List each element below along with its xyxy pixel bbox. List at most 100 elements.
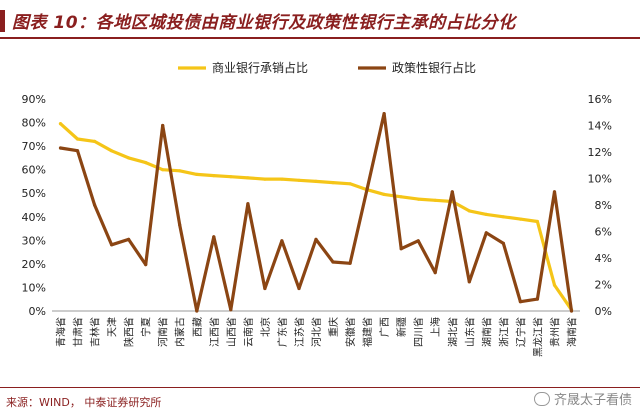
category-label: 江西省 [208, 317, 221, 347]
commercial-bank-point [127, 156, 131, 160]
policy-bank-point [212, 235, 216, 239]
legend-label-commercial: 商业银行承销占比 [212, 60, 308, 75]
commercial-bank-point [382, 192, 386, 196]
policy-bank-point [501, 241, 505, 245]
category-label: 湖南省 [480, 317, 493, 347]
left-axis-tick-label: 80% [22, 117, 46, 130]
commercial-bank-point [161, 168, 165, 172]
policy-bank-point [93, 203, 97, 207]
category-label: 黑龙江省 [531, 317, 544, 357]
category-label: 西藏 [192, 317, 204, 337]
category-label: 云南省 [242, 317, 255, 347]
legend-label-policy: 政策性银行占比 [392, 60, 476, 75]
category-label: 河北省 [310, 317, 323, 347]
commercial-bank-point [144, 161, 148, 165]
policy-bank-point [195, 309, 199, 313]
series-layer [58, 111, 574, 313]
category-label: 广西 [379, 317, 391, 337]
policy-bank-point [161, 123, 165, 128]
commercial-bank-point [348, 182, 352, 186]
left-axis-tick-label: 40% [22, 211, 46, 224]
commercial-bank-point [195, 172, 199, 176]
policy-bank-point [314, 237, 318, 241]
right-axis-tick-label: 12% [588, 146, 612, 159]
category-label: 上海 [429, 317, 442, 337]
category-label: 辽宁省 [514, 317, 527, 347]
policy-bank-point [331, 260, 335, 264]
dual-axis-line-chart: 商业银行承销占比 政策性银行占比 0% 10% 20% 30% 40% 50% 60% 70% 8… [22, 60, 612, 357]
left-axis-tick-label: 0% [29, 305, 46, 318]
commercial-bank-point [75, 137, 80, 141]
policy-bank-point [144, 263, 148, 267]
commercial-bank-point [501, 215, 505, 219]
category-label: 安徽省 [344, 317, 357, 347]
commercial-bank-point [246, 176, 250, 180]
category-label: 浙江省 [497, 317, 510, 347]
policy-bank-point [535, 297, 540, 301]
category-label: 四川省 [412, 317, 425, 347]
category-label: 山东省 [463, 317, 476, 347]
policy-bank-point [75, 149, 80, 153]
policy-bank-point [178, 223, 182, 227]
left-axis-tick-label: 90% [22, 93, 46, 106]
commercial-bank-point [297, 178, 301, 182]
policy-bank-point [348, 261, 352, 265]
policy-bank-point [110, 243, 114, 247]
chart-legend: 商业银行承销占比 政策性银行占比 [178, 60, 476, 75]
commercial-bank-point [314, 179, 318, 183]
policy-bank-point [484, 231, 488, 235]
right-axis-tick-label: 6% [595, 226, 612, 239]
left-axis-tick-label: 70% [22, 140, 46, 153]
commercial-bank-point [433, 198, 437, 202]
policy-bank-point [246, 202, 250, 206]
chart-title: 图表 10：各地区城投债由商业银行及政策性银行主承的占比分化 [12, 13, 516, 33]
category-label: 宁夏 [140, 317, 153, 337]
category-label: 山西省 [225, 317, 238, 347]
category-label: 贵州省 [548, 317, 561, 347]
right-axis-tick-label: 16% [588, 93, 612, 106]
policy-bank-point [433, 271, 437, 275]
commercial-bank-point [93, 139, 97, 143]
left-axis-tick-label: 60% [22, 164, 46, 177]
category-label: 广东省 [276, 317, 289, 347]
policy-bank-point [518, 300, 523, 304]
watermark: 齐晟太子看债 [533, 389, 632, 408]
chart-axes: 0% 10% 20% 30% 40% 50% 60% 70% 80% 90% 0% 2% 4% 6% 8% 1… [22, 93, 612, 318]
policy-bank-point [467, 280, 471, 284]
left-axis-tick-label: 50% [22, 187, 46, 200]
category-label: 湖北省 [446, 317, 459, 347]
category-label: 河南省 [157, 317, 170, 347]
title-bar: 图表 10：各地区城投债由商业银行及政策性银行主承的占比分化 [0, 0, 640, 40]
commercial-bank-point [58, 122, 63, 126]
commercial-bank-point [467, 209, 471, 213]
right-axis-tick-label: 14% [588, 120, 612, 133]
policy-bank-point [229, 308, 233, 312]
policy-bank-point [297, 286, 301, 291]
policy-bank-point [416, 239, 420, 243]
source-note: 来源：WIND， 中泰证券研究所 [6, 396, 162, 409]
commercial-bank-point [110, 149, 114, 153]
title-accent-bar [0, 10, 5, 32]
commercial-bank-point [518, 217, 523, 221]
policy-bank-point [263, 286, 267, 291]
commercial-bank-series-line [58, 122, 574, 312]
commercial-bank-point [178, 169, 182, 173]
policy-bank-series-line [58, 111, 574, 313]
policy-bank-point [382, 112, 386, 116]
left-axis-tick-label: 20% [22, 258, 46, 271]
title-divider [0, 37, 640, 39]
right-axis-tick-label: 2% [595, 279, 612, 292]
commercial-bank-point [416, 197, 420, 201]
category-label: 吉林省 [89, 317, 102, 347]
commercial-bank-point [484, 212, 488, 216]
watermark-text: 齐晟太子看债 [553, 393, 632, 408]
right-axis-tick-label: 0% [595, 305, 612, 318]
commercial-bank-point [399, 195, 403, 199]
commercial-bank-point [552, 283, 557, 287]
category-label: 内蒙古 [174, 317, 187, 347]
category-label: 福建省 [361, 317, 374, 347]
commercial-bank-point [263, 177, 267, 181]
policy-bank-point [365, 187, 369, 191]
policy-bank-point [399, 247, 403, 251]
category-label: 青海省 [55, 317, 68, 347]
